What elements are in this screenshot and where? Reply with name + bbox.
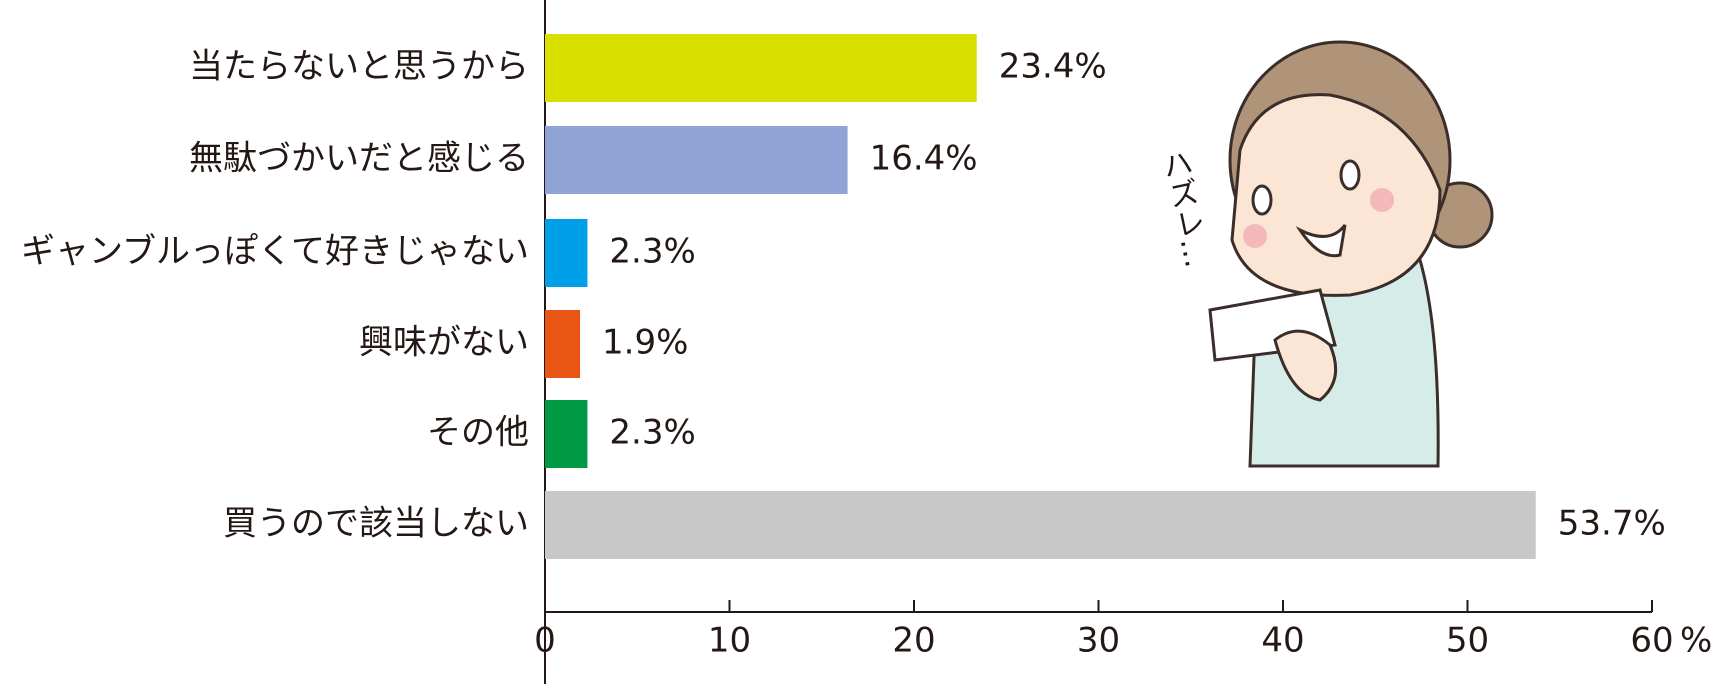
x-tick-label: 10 (708, 621, 751, 661)
category-label: 無駄づかいだと感じる (189, 139, 529, 179)
bar (545, 126, 848, 194)
x-tick-label: 50 (1446, 621, 1489, 661)
x-tick-label: 0 (534, 621, 556, 661)
illustration (1208, 40, 1494, 468)
category-label: ギャンブルっぽくて好きじゃない (21, 232, 529, 272)
category-label: 買うので該当しない (223, 504, 529, 544)
category-label: 興味がない (359, 323, 529, 363)
value-label: 16.4% (870, 139, 978, 179)
bar (545, 400, 588, 468)
x-tick-label: 40 (1261, 621, 1304, 661)
category-label: その他 (427, 413, 529, 453)
bar (545, 219, 588, 287)
value-label: 1.9% (602, 323, 688, 363)
bar (545, 34, 977, 102)
bar (545, 491, 1536, 559)
value-label: 2.3% (609, 232, 695, 272)
x-tick-label: 60 (1630, 621, 1673, 661)
x-axis-label: % (1680, 621, 1712, 661)
x-tick-label: 30 (1077, 621, 1120, 661)
bar (545, 310, 581, 378)
annotation: ハズレ… (1154, 146, 1213, 271)
value-label: 2.3% (609, 413, 695, 453)
value-label: 53.7% (1558, 504, 1666, 544)
value-label: 23.4% (999, 47, 1107, 87)
x-tick-label: 20 (892, 621, 935, 661)
category-label: 当たらないと思うから (189, 47, 529, 87)
